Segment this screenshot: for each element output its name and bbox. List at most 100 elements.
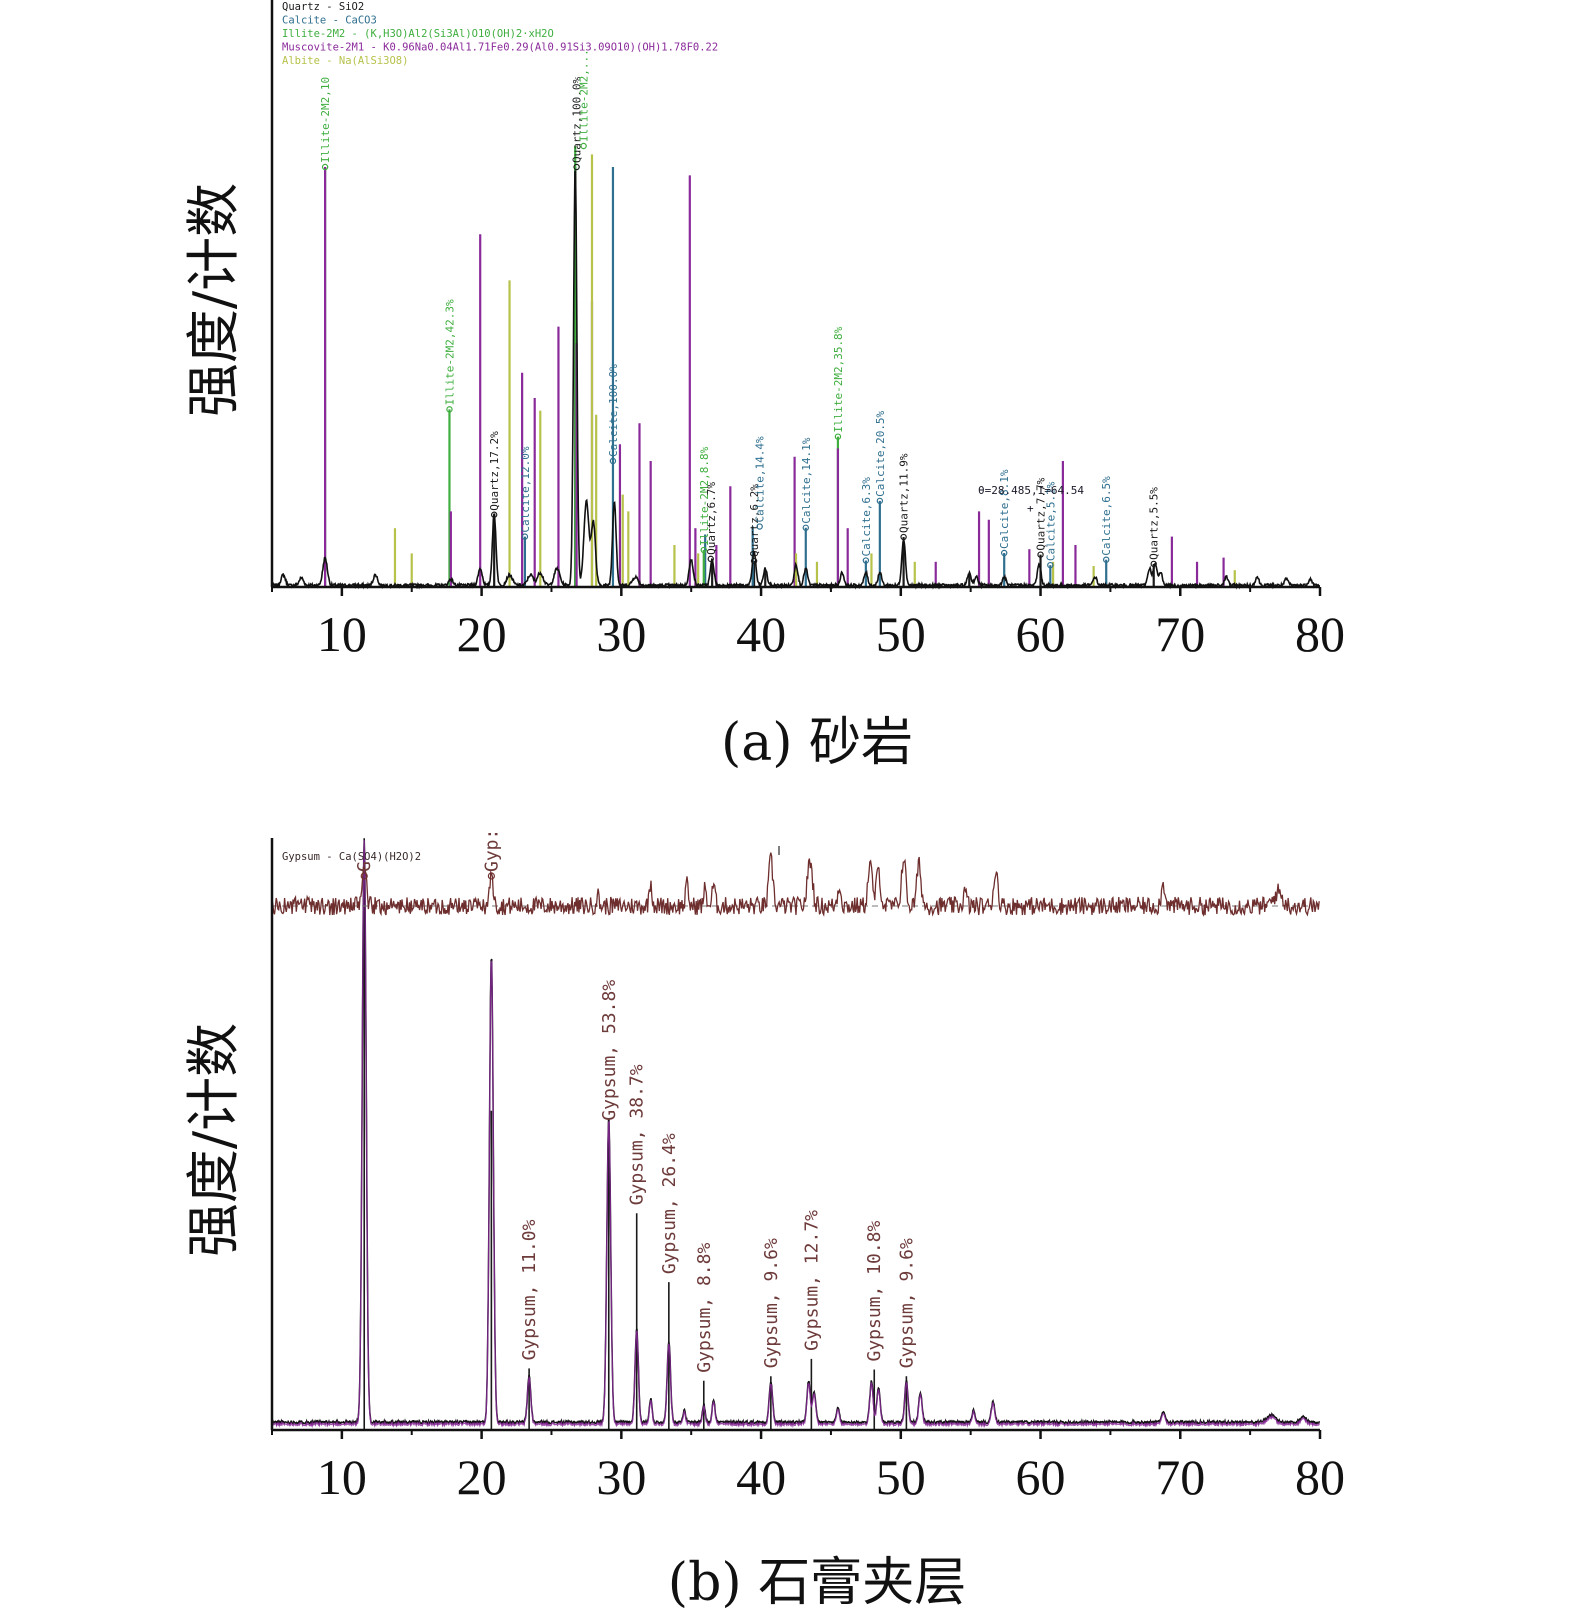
panel-a-peak-labels: Illite-2M2,10 Illite-2M2,42.3% Quartz,17.2… — [319, 49, 1161, 569]
peak-label-quartz: Quartz,7.7% — [1035, 477, 1048, 550]
panel-b-peak-labels: Gypsum, 11.0% Gypsum, 53.8% Gypsum, 38.7% G… — [519, 980, 917, 1373]
gypsum-peak-label: Gypsum, 12.7% — [801, 1210, 822, 1351]
panel-a-tick-labels: 10 20 30 40 50 60 70 80 — [317, 606, 1345, 662]
panel-b-tick-labels: 10 20 30 40 50 60 70 80 — [317, 1449, 1345, 1505]
peak-label-illite: Illite-2M2,42.3% — [443, 299, 456, 405]
legend-entry-illite: Illite-2M2 - (K,H3O)Al2(Si3Al)O10(OH)2·x… — [282, 28, 554, 40]
peak-label-illite: Illite-2M2,10 — [319, 77, 332, 163]
peak-marker — [802, 524, 809, 531]
peak-label-calcite: Calcite,14.1% — [800, 437, 813, 523]
x-tick-label: 30 — [596, 1449, 646, 1505]
legend-entry-quartz: Quartz - SiO2 — [282, 1, 364, 13]
peak-label-calcite: Calcite,14.4% — [754, 436, 767, 522]
peak-label-quartz: Quartz,17.2% — [488, 431, 501, 511]
top-peak-label: G — [354, 861, 375, 872]
panel-b-axes — [270, 838, 1322, 1439]
legend-entry-calcite: Calcite - CaCO3 — [282, 15, 377, 27]
x-tick-label: 10 — [317, 606, 367, 662]
x-tick-label: 20 — [457, 606, 507, 662]
peak-label-calcite: Calcite,100.0% — [607, 364, 620, 457]
x-tick-label: 10 — [317, 1449, 367, 1505]
gypsum-peak-label: Gypsum, 11.0% — [519, 1219, 540, 1360]
gypsum-peak-label: Gypsum, 9.6% — [896, 1238, 917, 1368]
peak-label-illite: Illite-2M2,... — [578, 49, 591, 142]
x-tick-label: 70 — [1155, 1449, 1205, 1505]
peak-marker — [862, 557, 870, 564]
peak-label-illite: Illite-2M2,8.8% — [698, 446, 711, 546]
x-tick-label: 70 — [1155, 606, 1205, 662]
top-peak-marker — [487, 872, 495, 880]
peak-label-calcite: Calcite,12.0% — [519, 446, 532, 532]
peak-label-calcite: Calcite,6.5% — [1100, 476, 1113, 556]
x-tick-label: 80 — [1295, 606, 1345, 662]
x-tick-label: 30 — [596, 606, 646, 662]
top-peak-marker — [360, 872, 368, 880]
x-tick-label: 50 — [876, 1449, 926, 1505]
peak-label-illite: Illite-2M2,35.8% — [832, 326, 845, 432]
panel-b-ylabel: 强度/计数 — [182, 1023, 245, 1257]
peak-marker — [700, 546, 707, 554]
peak-marker — [750, 557, 758, 565]
gypsum-peak-label: Gypsum, 9.6% — [761, 1238, 782, 1368]
peak-marker — [521, 533, 529, 540]
peak-marker — [446, 406, 453, 413]
panel-b-gypsum-sticks — [363, 870, 908, 1430]
peak-label-quartz: Quartz,11.9% — [898, 453, 911, 533]
panel-a-annotation-marker: + — [1027, 502, 1034, 515]
peak-marker — [490, 511, 498, 518]
peak-label-quartz: Quartz,6.7% — [705, 482, 718, 555]
peak-marker — [1047, 561, 1054, 569]
peak-marker — [573, 163, 580, 171]
peak-marker — [1037, 551, 1044, 558]
panel-b-legend: Gypsum - Ca(SO4)(H2O)2 — [282, 846, 780, 863]
peak-marker — [609, 457, 617, 465]
gypsum-peak-label: Gypsum, 10.8% — [864, 1220, 885, 1361]
panel-b-residual: G Gyp: — [271, 829, 1320, 917]
residual-line — [271, 852, 1320, 917]
peak-label-calcite: Calcite,6.3% — [860, 477, 873, 557]
peak-marker — [834, 433, 842, 440]
peak-marker — [756, 523, 763, 530]
peak-marker — [1001, 549, 1008, 557]
peak-label-quartz: Quartz,5.5% — [1148, 487, 1161, 560]
peak-marker — [580, 142, 587, 150]
peak-marker — [1150, 560, 1157, 568]
peak-label-calcite: Calcite,8.1% — [998, 469, 1011, 549]
gypsum-peak-label: Gypsum, 8.8% — [694, 1243, 715, 1373]
panel-a-caption: (a) 砂岩 — [721, 713, 913, 773]
x-tick-label: 80 — [1295, 1449, 1345, 1505]
peak-marker — [900, 533, 907, 541]
top-peak-label: Gyp: — [481, 829, 502, 872]
x-tick-label: 20 — [457, 1449, 507, 1505]
peak-marker — [321, 163, 329, 171]
panel-b-gypsum-interlayer: G Gyp: Gypsum, 11.0%Gypsum, 53.8%Gypsum, … — [182, 829, 1345, 1613]
x-tick-label: 40 — [736, 1449, 786, 1505]
panel-b-caption: (b) 石膏夹层 — [668, 1553, 966, 1613]
panel-b-pattern — [271, 838, 1321, 1429]
legend-entry-muscovite: Muscovite-2M1 - K0.96Na0.04Al1.71Fe0.29(… — [282, 42, 718, 54]
gypsum-peak-label: Gypsum, 38.7% — [627, 1064, 648, 1205]
gypsum-peak-label: Gypsum, 26.4% — [659, 1133, 680, 1274]
peak-label-calcite: Calcite,20.5% — [874, 410, 887, 496]
peak-label-quartz: Quartz,6.2% — [748, 484, 761, 557]
legend-entry-albite: Albite - Na(AlSi3O8) — [282, 55, 408, 67]
peak-label-calcite: Calcite,5.2% — [1044, 481, 1057, 561]
panel-a-annotation: θ=28.485,I=64.54 — [978, 484, 1084, 497]
x-tick-label: 50 — [876, 606, 926, 662]
measured-pattern-line — [271, 838, 1321, 1427]
peak-marker — [707, 555, 714, 563]
legend-entry-gypsum: Gypsum - Ca(SO4)(H2O)2 — [282, 851, 421, 863]
peak-marker — [876, 497, 884, 505]
panel-a-sandstone: Illite-2M2,10 Illite-2M2,42.3% Quartz,17.2… — [182, 0, 1345, 773]
panel-a-ylabel: 强度/计数 — [182, 183, 245, 417]
x-tick-label: 60 — [1016, 606, 1066, 662]
peak-label-quartz: Quartz,100.0% — [571, 77, 584, 163]
measured-pattern-line — [271, 170, 1321, 590]
gypsum-peak-label: Gypsum, 53.8% — [599, 980, 620, 1121]
panel-a-pattern — [271, 170, 1321, 590]
panel-a-phase-sticks — [323, 146, 1236, 587]
x-tick-label: 60 — [1016, 1449, 1066, 1505]
calculated-pattern-line — [271, 840, 1321, 1429]
